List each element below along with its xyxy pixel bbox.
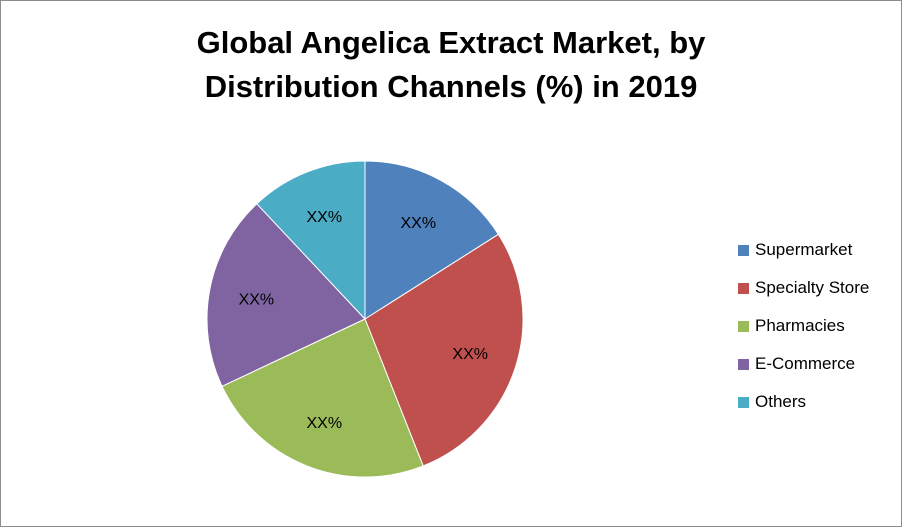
data-label-others: XX%	[306, 209, 342, 226]
legend-swatch	[738, 396, 749, 408]
legend-item-pharmacies: Pharmacies	[738, 307, 869, 345]
legend-swatch	[738, 358, 749, 370]
legend-item-others: Others	[738, 383, 869, 421]
legend-label: Supermarket	[755, 240, 853, 259]
pie-slice-specialty-store	[364, 233, 524, 467]
data-label-specialty-store: XX%	[452, 346, 488, 363]
pie-slice-pharmacies	[221, 318, 424, 478]
chart-title-line-2: Distribution Channels (%) in 2019	[204, 69, 698, 104]
legend-swatch	[738, 244, 749, 256]
chart-legend: Supermarket Specialty Store Pharmacies E-Co…	[738, 231, 869, 421]
data-label-supermarket: XX%	[400, 215, 436, 232]
legend-item-specialty-store: Specialty Store	[738, 269, 869, 307]
legend-label: Others	[755, 392, 807, 411]
pie-slice-supermarket	[364, 160, 500, 320]
pie-slice-e-commerce	[206, 203, 366, 387]
legend-swatch	[738, 320, 749, 332]
data-label-e-commerce: XX%	[239, 291, 275, 308]
legend-label: E-Commerce	[755, 354, 856, 373]
legend-swatch	[738, 282, 749, 294]
legend-item-e-commerce: E-Commerce	[738, 345, 869, 383]
chart-title: Global Angelica Extract Market, by Distr…	[1, 21, 901, 109]
legend-item-supermarket: Supermarket	[738, 231, 869, 269]
legend-label: Specialty Store	[755, 278, 870, 297]
data-label-pharmacies: XX%	[306, 415, 342, 432]
legend-label: Pharmacies	[755, 316, 845, 335]
pie-slice-others	[256, 160, 366, 321]
chart-title-line-1: Global Angelica Extract Market, by	[196, 25, 706, 60]
